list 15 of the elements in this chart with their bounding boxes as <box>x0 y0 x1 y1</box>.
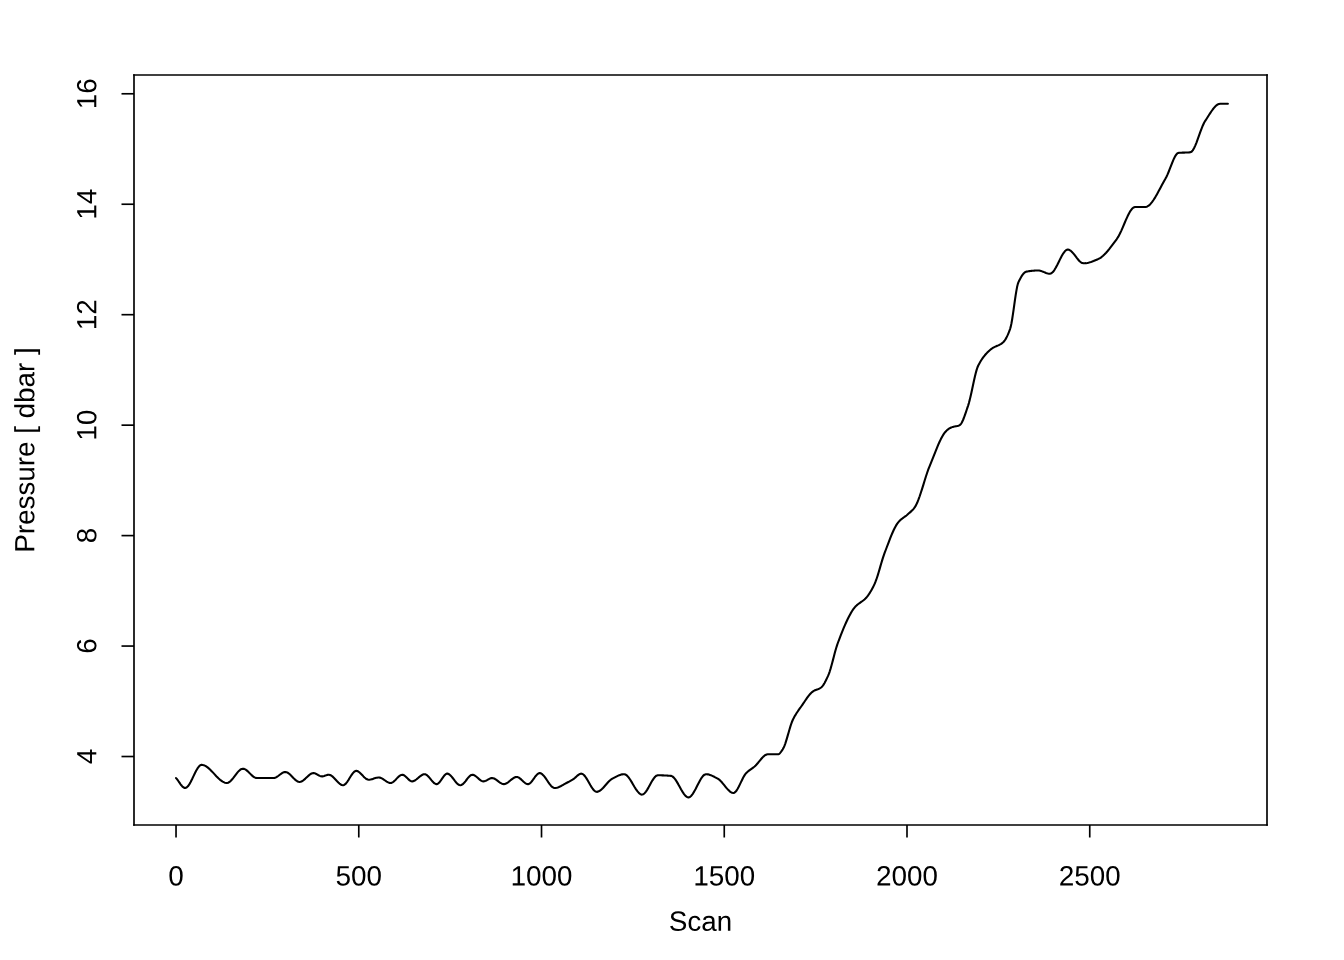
y-tick-label: 12 <box>76 300 97 329</box>
x-tick-label: 1000 <box>512 866 572 886</box>
y-tick-label: 14 <box>77 189 97 218</box>
y-tick-label: 6 <box>76 639 97 653</box>
y-tick-label: 10 <box>76 410 97 439</box>
x-tick-label: 1500 <box>695 866 755 886</box>
y-axis-title: Pressure [ dbar ] <box>14 349 41 551</box>
y-tick-label: 4 <box>77 749 97 764</box>
x-tick-label: 2000 <box>877 866 937 886</box>
y-tick-label: 16 <box>76 79 97 108</box>
x-tick-label: 2500 <box>1060 866 1120 886</box>
x-tick-label: 0 <box>169 866 183 886</box>
x-tick-label: 500 <box>336 866 381 886</box>
y-tick-label: 8 <box>76 529 97 543</box>
x-axis-title: Scan <box>670 911 731 932</box>
